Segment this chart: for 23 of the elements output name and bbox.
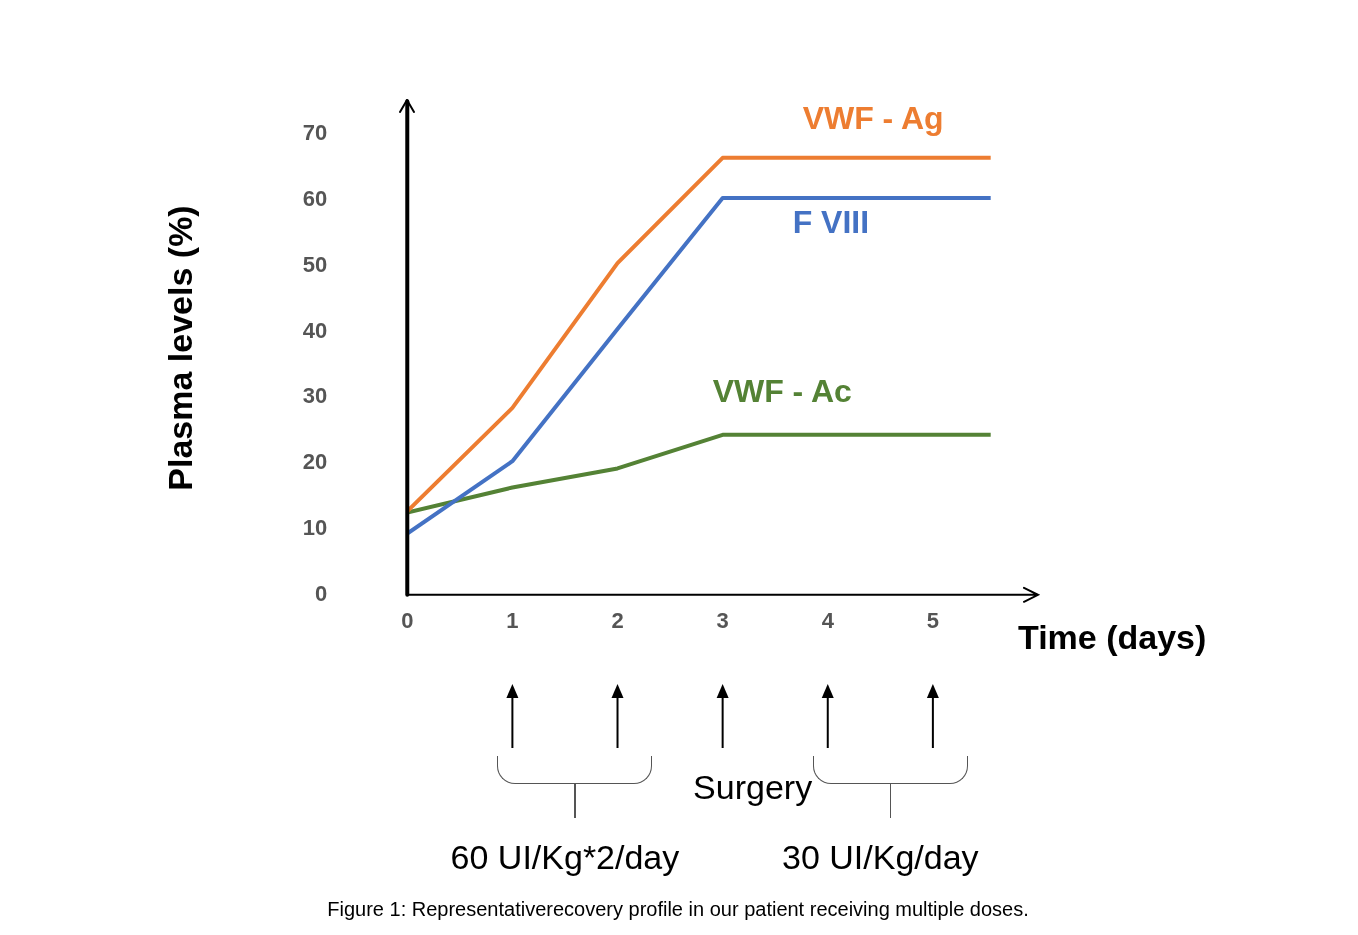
text: 30 UI/Kg/day [781,838,980,877]
y-tick-label: 40 [302,317,328,343]
y-tick-label: 60 [302,185,328,211]
x-tick-label: 1 [506,608,519,634]
x-tick-label: 4 [821,608,835,634]
y-tick-label: 20 [302,449,328,475]
x-axis-title: Time (days) [1018,618,1207,657]
y-tick-label: 70 [302,120,328,146]
y-tick-label: 10 [302,515,328,541]
series-label: F VIII [792,203,870,240]
y-tick-label: 50 [302,251,328,277]
series-label: VWF - Ag [802,99,944,136]
x-tick-label: 2 [611,608,624,634]
caption: Figure 1: Representativerecovery profile in our patient receiving multiple doses. [326,898,1030,921]
x-tick-label: 3 [716,608,729,634]
text: Surgery [692,768,814,807]
y-tick-label: 0 [315,580,328,606]
y-axis-title: Plasma levels (%) [160,205,199,491]
series-label: VWF - Ac [712,372,852,409]
x-tick-label: 0 [401,608,414,634]
x-tick-label: 5 [926,608,939,634]
y-tick-label: 30 [302,383,328,409]
text: 60 UI/Kg*2/day [449,838,681,877]
